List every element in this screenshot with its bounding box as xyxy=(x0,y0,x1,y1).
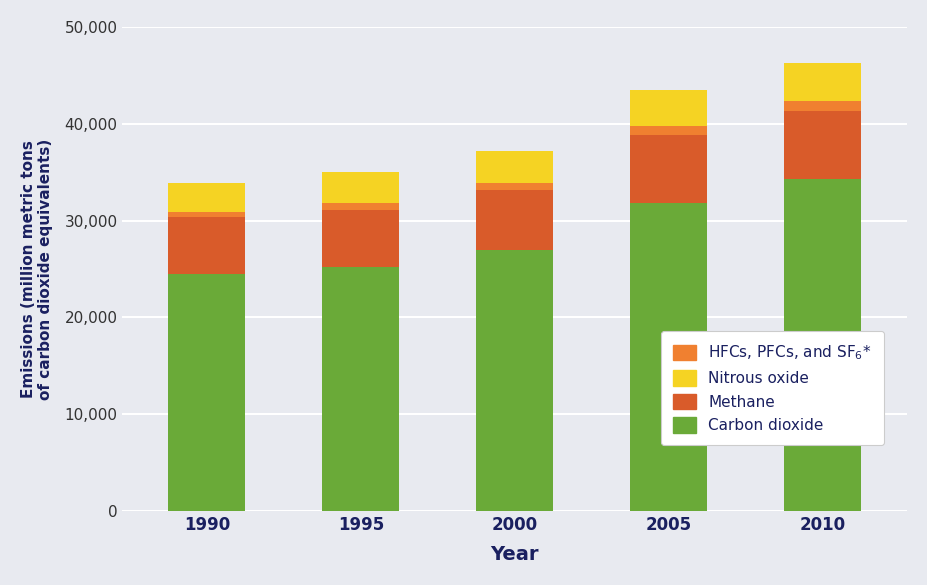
Bar xyxy=(476,250,552,511)
Bar xyxy=(783,101,860,111)
Bar xyxy=(169,274,245,511)
Bar xyxy=(322,267,399,511)
Legend: HFCs, PFCs, and SF$_6$*, Nitrous oxide, Methane, Carbon dioxide: HFCs, PFCs, and SF$_6$*, Nitrous oxide, … xyxy=(660,332,883,445)
Bar xyxy=(629,203,706,511)
Bar xyxy=(783,111,860,179)
Bar xyxy=(629,90,706,126)
Y-axis label: Emissions (million metric tons
of carbon dioxide equivalents): Emissions (million metric tons of carbon… xyxy=(20,139,53,400)
Bar xyxy=(322,203,399,210)
Bar xyxy=(322,172,399,203)
Bar xyxy=(783,63,860,101)
Bar xyxy=(169,216,245,274)
Bar xyxy=(169,183,245,212)
Bar xyxy=(322,210,399,267)
Bar xyxy=(476,190,552,250)
Bar xyxy=(476,183,552,190)
Bar xyxy=(629,126,706,135)
Bar xyxy=(476,151,552,183)
X-axis label: Year: Year xyxy=(490,545,539,564)
Bar xyxy=(783,179,860,511)
Bar xyxy=(629,135,706,203)
Bar xyxy=(169,212,245,216)
